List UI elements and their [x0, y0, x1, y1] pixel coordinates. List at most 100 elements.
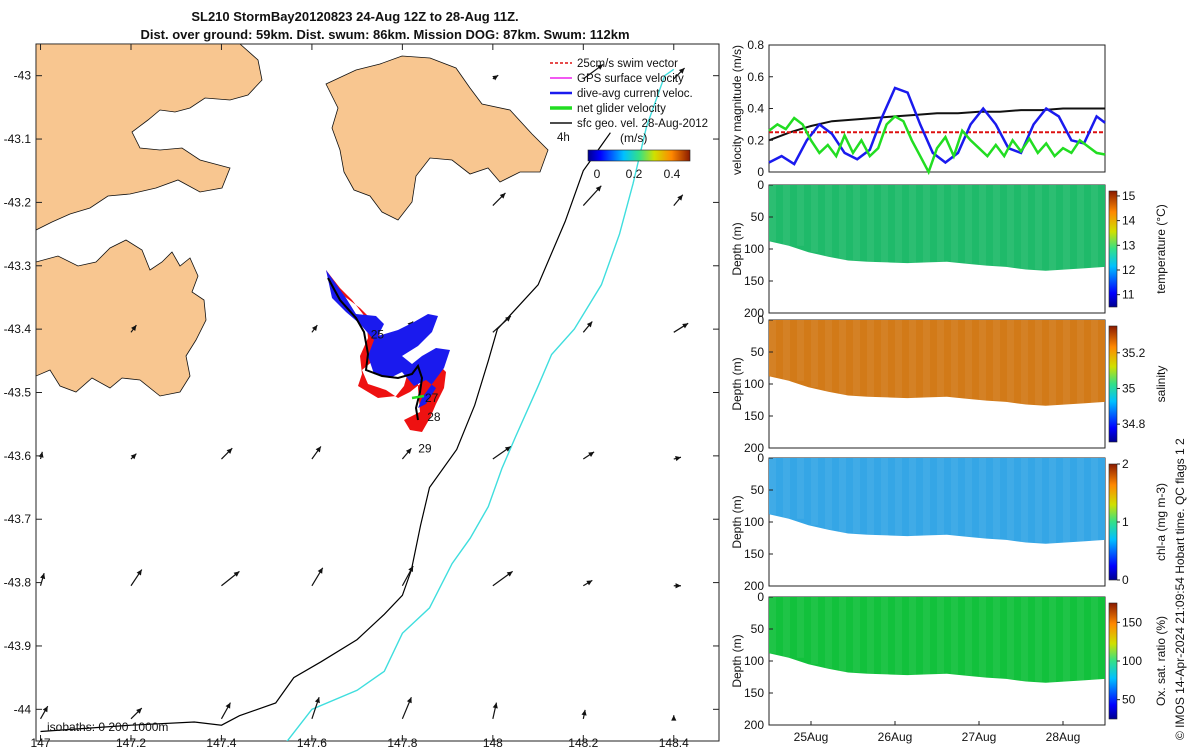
- copyright-side-label: © IMOS 14-Apr-2024 21:09:54 Hobart time.…: [1173, 438, 1187, 740]
- geo-velocity-arrow: [582, 63, 604, 80]
- oxsat-y-tick-label: 200: [744, 718, 764, 732]
- dive-avg-current-fan: [326, 270, 450, 408]
- oxsat-section-band: [1007, 597, 1014, 679]
- salinity-y-tick-label: 150: [744, 409, 764, 423]
- salinity-section-band: [783, 320, 790, 381]
- temperature-section-band: [1091, 185, 1098, 269]
- geo-velocity-arrow: [311, 446, 322, 460]
- geo-velocity-arrow: [582, 185, 602, 206]
- speed-colorbar-tick-1: 0.2: [626, 167, 643, 181]
- geo-velocity-arrow-head: [677, 194, 683, 201]
- salinity-y-tick-label: 100: [744, 377, 764, 391]
- oxsat-colorbar-tick-label: 100: [1122, 654, 1142, 668]
- legend-time-label: 4h: [557, 132, 570, 144]
- salinity-section-band: [1091, 320, 1098, 404]
- temperature-section-band: [937, 185, 944, 262]
- oxsat-section-fill: [769, 597, 1105, 683]
- oxsat-y-label: Depth (m): [730, 634, 744, 687]
- map-y-tick-label: -43.1: [4, 132, 32, 146]
- temperature-section-band: [825, 185, 832, 257]
- glider-track: 25 27 28 29: [326, 270, 450, 456]
- map-y-tick-label: -43.5: [4, 386, 32, 400]
- geo-velocity-arrow-head: [671, 715, 677, 721]
- chla-colorbar-tick-label: 1: [1122, 515, 1129, 529]
- geo-velocity-arrow-head: [597, 64, 604, 70]
- map-y-tick-label: -43.8: [4, 576, 32, 590]
- chla-section-band: [1049, 458, 1056, 544]
- section-panel-oxsat: 0 50 100 150 200 Depth (m) 50 100 150 Ox. sat. ra…: [730, 590, 1168, 732]
- temperature-colorbar-tick-label: 12: [1122, 263, 1136, 277]
- map-x-tick-label: 147.6: [297, 736, 327, 750]
- speed-colorbar: [587, 149, 691, 162]
- geo-velocity-arrow-head: [131, 325, 137, 331]
- land-north-island: [325, 55, 549, 221]
- map-x-tick-label: 148.4: [659, 736, 689, 750]
- oxsat-section-band: [965, 597, 972, 676]
- salinity-section-band: [1049, 320, 1056, 406]
- geo-velocity-arrow: [130, 569, 143, 587]
- geo-velocity-arrow: [130, 453, 137, 460]
- geo-velocity-arrow: [492, 702, 498, 719]
- salinity-section-band: [825, 320, 832, 392]
- geo-velocity-arrow-head: [595, 185, 602, 192]
- geo-velocity-arrow-head: [225, 702, 231, 709]
- geo-velocity-arrow-head: [317, 567, 323, 574]
- geo-velocity-arrow-head: [42, 706, 48, 713]
- map-x-tick-label: 147.2: [116, 736, 146, 750]
- chla-colorbar-tick-label: 0: [1122, 573, 1129, 587]
- geo-velocity-arrow: [492, 570, 513, 587]
- map-y-tick-label: -43: [14, 69, 32, 83]
- geo-velocity-arrow: [671, 715, 677, 721]
- geo-velocity-arrow-head: [586, 580, 593, 586]
- oxsat-section-band: [867, 597, 874, 674]
- temperature-section-band: [867, 185, 874, 262]
- temperature-colorbar-label: temperature (°C): [1154, 204, 1168, 294]
- oxsat-section-band: [881, 597, 888, 675]
- geo-velocity-arrow-head: [136, 569, 142, 576]
- geo-velocity-arrow-head: [136, 708, 142, 714]
- oxsat-section-band: [839, 597, 846, 673]
- oxsat-section-band: [1049, 597, 1056, 683]
- geo-velocity-arrow-head: [682, 323, 689, 329]
- chla-section-band: [895, 458, 902, 536]
- temperature-y-tick-label: 50: [751, 210, 765, 224]
- velocity-y-tick-label: 0: [757, 165, 764, 179]
- geo-velocity-arrow-head: [492, 75, 499, 81]
- oxsat-section-band: [1077, 597, 1084, 681]
- temperature-section-band: [881, 185, 888, 263]
- geo-velocity-arrow-head: [675, 583, 681, 589]
- geo-velocity-arrow: [130, 324, 137, 333]
- velocity-y-label: velocity magnitude (m/s): [730, 45, 744, 175]
- legend-swim-vector-label: 25cm/s swim vector: [577, 58, 678, 70]
- chla-section-band: [1063, 458, 1070, 543]
- chla-section-band: [937, 458, 944, 535]
- salinity-section-band: [839, 320, 846, 396]
- salinity-section-band: [951, 320, 958, 397]
- geo-velocity-arrow: [221, 570, 240, 587]
- geo-velocity-arrow-head: [499, 192, 506, 199]
- geo-velocity-arrow: [311, 324, 318, 333]
- salinity-section-band: [979, 320, 986, 401]
- geo-velocity-arrow-head: [408, 565, 414, 572]
- map-axis-ticks: 147 147.2 147.4 147.6 147.8 148 148.2 148.4 -43 -…: [4, 44, 719, 750]
- oxsat-section-band: [895, 597, 902, 675]
- salinity-section-band: [993, 320, 1000, 401]
- chla-section-band: [825, 458, 832, 530]
- oxsat-section-band: [825, 597, 832, 669]
- legend-net-glider-label: net glider velocity: [577, 103, 666, 115]
- section-panel-temperature: 0 50 100 150 200 Depth (m) 11 12 13 14 15 temperatu…: [730, 178, 1168, 320]
- temperature-colorbar-tick-label: 11: [1122, 288, 1135, 302]
- temperature-y-tick-label: 150: [744, 274, 764, 288]
- oxsat-section-band: [937, 597, 944, 674]
- geo-velocity-arrow: [581, 709, 587, 719]
- map-x-tick-label: 147: [31, 736, 51, 750]
- salinity-section-band: [1035, 320, 1042, 405]
- geo-velocity-vectors: [38, 63, 689, 721]
- salinity-section-band: [1007, 320, 1014, 402]
- geo-velocity-arrow: [401, 696, 412, 720]
- day-label: 25: [371, 328, 385, 342]
- land-layer: [36, 44, 549, 397]
- map-y-tick-label: -43.7: [4, 512, 32, 526]
- geo-velocity-arrow-head: [130, 453, 137, 460]
- temperature-section-band: [965, 185, 972, 264]
